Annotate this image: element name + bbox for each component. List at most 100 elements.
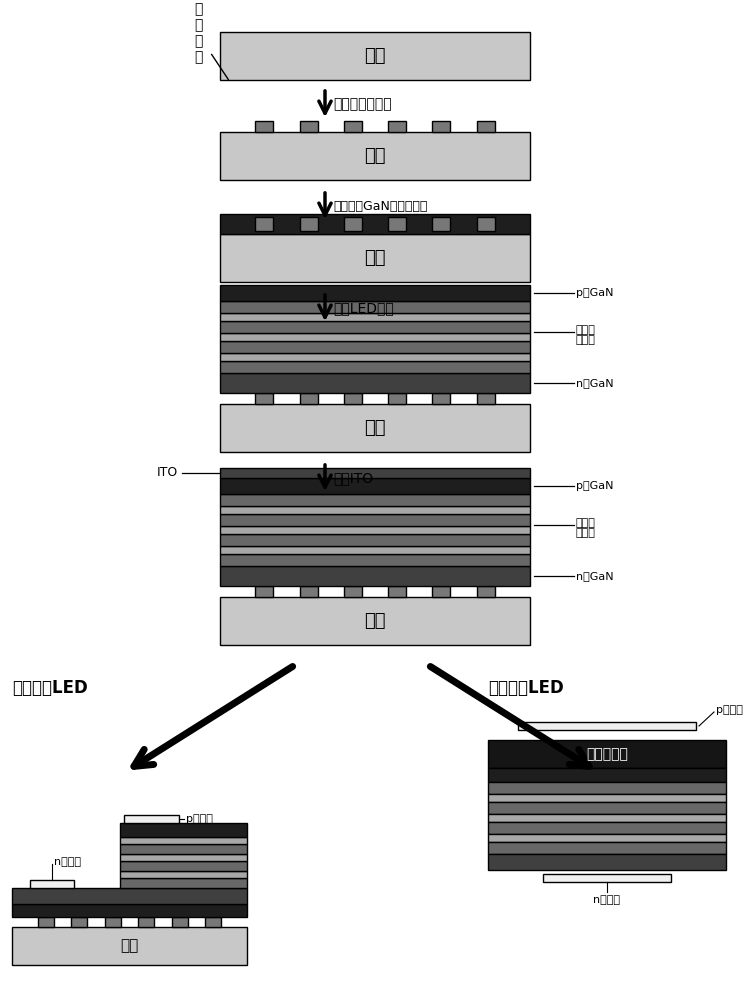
Bar [476, 393, 494, 404]
Bar [220, 597, 530, 645]
Bar [488, 854, 726, 870]
Bar [220, 554, 530, 566]
Bar [432, 586, 450, 597]
Bar [488, 740, 726, 768]
Text: p型GaN: p型GaN [576, 288, 613, 298]
Bar [220, 468, 530, 478]
Bar [172, 917, 188, 927]
Bar [388, 586, 406, 597]
Bar [220, 234, 530, 282]
Bar [255, 393, 273, 404]
Bar [488, 802, 726, 814]
Bar [220, 514, 530, 526]
Bar [488, 822, 726, 834]
Bar [543, 874, 671, 882]
Bar [432, 121, 450, 132]
Bar [120, 861, 247, 871]
Bar [30, 880, 74, 888]
Bar [220, 313, 530, 321]
Bar [120, 854, 247, 861]
Text: ITO: ITO [157, 466, 178, 480]
Text: 衬底: 衬底 [364, 419, 386, 437]
Bar [255, 121, 273, 132]
Bar [220, 494, 530, 506]
Bar [120, 844, 247, 854]
Bar [344, 121, 362, 132]
Bar [220, 32, 530, 80]
Bar [300, 393, 318, 404]
Bar [120, 878, 247, 888]
Bar [432, 393, 450, 404]
Bar [220, 285, 530, 301]
Bar [105, 917, 121, 927]
Text: n型GaN: n型GaN [576, 378, 613, 388]
Bar [388, 393, 406, 404]
Bar [120, 837, 247, 844]
Bar [488, 842, 726, 854]
Bar [344, 393, 362, 404]
Text: n型电极: n型电极 [593, 895, 620, 905]
Bar [220, 353, 530, 361]
Text: 生长LED结构: 生长LED结构 [333, 301, 394, 315]
Text: 衬底: 衬底 [121, 938, 139, 954]
Bar [220, 404, 530, 452]
Bar [220, 341, 530, 353]
Bar [120, 823, 247, 837]
Bar [488, 814, 726, 822]
Bar [220, 534, 530, 546]
Bar [518, 722, 696, 730]
Bar [488, 768, 726, 782]
Bar [220, 566, 530, 586]
Bar [220, 526, 530, 534]
Bar [344, 217, 362, 231]
Bar [220, 373, 530, 393]
Text: p型电极: p型电极 [186, 814, 213, 824]
Text: 沉积ITO: 沉积ITO [333, 471, 373, 485]
Bar [220, 546, 530, 554]
Bar [220, 321, 530, 333]
Bar [220, 361, 530, 373]
Bar [300, 586, 318, 597]
Bar [344, 586, 362, 597]
Text: 多量子: 多量子 [576, 325, 596, 335]
Bar [488, 794, 726, 802]
Bar [71, 917, 87, 927]
Bar [255, 586, 273, 597]
Text: 图形化金属掩膜: 图形化金属掩膜 [333, 97, 392, 111]
Bar [300, 121, 318, 132]
Text: 衬底: 衬底 [364, 249, 386, 267]
Bar [220, 333, 530, 341]
Bar [388, 121, 406, 132]
Bar [220, 301, 530, 313]
Bar [37, 917, 54, 927]
Bar [432, 217, 450, 231]
Text: 垂直结构LED: 垂直结构LED [488, 679, 564, 697]
Text: 正装结构LED: 正装结构LED [12, 679, 88, 697]
Text: 图
行
化
金
属: 图 行 化 金 属 [194, 0, 202, 64]
Text: p型GaN: p型GaN [576, 481, 613, 491]
Bar [476, 586, 494, 597]
Bar [220, 506, 530, 514]
Text: 新支撑褖底: 新支撑褖底 [586, 747, 628, 761]
Bar [255, 217, 273, 231]
Bar [120, 871, 247, 878]
Bar [12, 888, 247, 904]
Bar [476, 121, 494, 132]
Bar [205, 917, 222, 927]
Bar [388, 217, 406, 231]
Text: 阱结构: 阱结构 [576, 528, 596, 538]
Bar [220, 132, 530, 180]
Text: 生长低温GaN缓冲过渡层: 生长低温GaN缓冲过渡层 [333, 200, 428, 213]
Text: 阱结构: 阱结构 [576, 335, 596, 345]
Text: n型GaN: n型GaN [576, 571, 613, 581]
Bar [300, 217, 318, 231]
Bar [488, 834, 726, 842]
Text: p型电极: p型电极 [716, 705, 743, 715]
Bar [220, 214, 530, 234]
Text: 衬底: 衬底 [364, 612, 386, 630]
Bar [12, 927, 247, 965]
Bar [139, 917, 154, 927]
Bar [124, 815, 179, 823]
Text: n型电极: n型电极 [54, 857, 81, 867]
Bar [12, 904, 247, 917]
